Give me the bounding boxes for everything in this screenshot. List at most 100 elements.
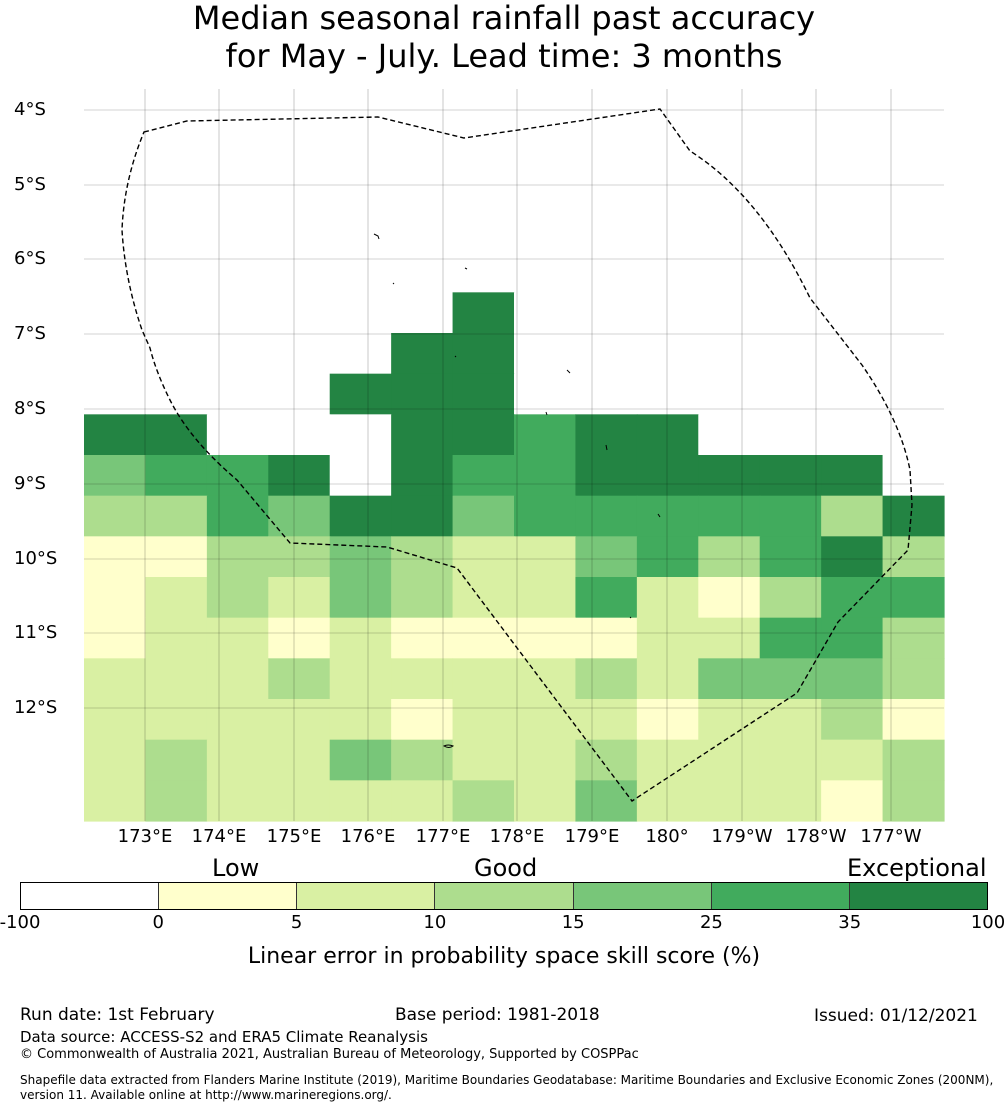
grid-cell: [206, 617, 269, 659]
grid-cell: [698, 292, 761, 334]
colorbar-tick-label: 25: [699, 912, 723, 933]
grid-cell: [206, 658, 269, 700]
colorbar-tick-label: 15: [561, 912, 585, 933]
grid-cell: [821, 780, 884, 822]
grid-cell: [575, 251, 638, 293]
grid-cell: [145, 536, 208, 578]
grid-cell: [206, 699, 269, 741]
grid-cell: [84, 536, 147, 578]
grid-cell: [514, 170, 577, 212]
grid-cell: [452, 617, 515, 659]
grid-cell: [698, 89, 761, 131]
grid-cell: [759, 780, 822, 822]
grid-cell: [821, 495, 884, 537]
grid-cell: [636, 211, 699, 253]
grid-cell: [882, 617, 945, 659]
grid-cell: [329, 495, 392, 537]
grid-cell: [329, 170, 392, 212]
longitude-label: 178°E: [489, 826, 545, 847]
grid-cell: [514, 292, 577, 334]
grid-cell: [84, 251, 147, 293]
grid-cell: [882, 89, 945, 131]
grid-cell: [391, 780, 454, 822]
grid-cell: [759, 699, 822, 741]
grid-cell: [452, 780, 515, 822]
grid-cell: [391, 170, 454, 212]
grid-cell: [391, 577, 454, 619]
grid-cell: [575, 89, 638, 131]
grid-cell: [821, 699, 884, 741]
grid-cell: [882, 251, 945, 293]
grid-cell: [821, 373, 884, 415]
grid-cell: [329, 699, 392, 741]
grid-cell: [84, 292, 147, 334]
grid-cell: [145, 699, 208, 741]
grid-cell: [84, 495, 147, 537]
grid-cell: [84, 89, 147, 131]
grid-cell: [206, 495, 269, 537]
grid-cell: [575, 170, 638, 212]
grid-cell: [636, 699, 699, 741]
grid-cell: [329, 89, 392, 131]
colorbar-segment: [849, 883, 987, 909]
grid-cell: [821, 577, 884, 619]
grid-cell: [452, 577, 515, 619]
grid-cell: [206, 536, 269, 578]
grid-cell: [268, 170, 331, 212]
colorbar-tick-label: 0: [152, 912, 164, 933]
grid-cell: [759, 739, 822, 781]
grid-cell: [268, 495, 331, 537]
grid-cell: [329, 617, 392, 659]
grid-cell: [514, 129, 577, 171]
grid-cell: [882, 699, 945, 741]
grid-cell: [514, 373, 577, 415]
grid-cell: [575, 495, 638, 537]
grid-cell: [759, 89, 822, 131]
grid-cell: [759, 129, 822, 171]
grid-cell: [391, 373, 454, 415]
eez-boundary: [121, 108, 913, 802]
grid-cell: [821, 739, 884, 781]
longitude-label: 176°E: [340, 826, 396, 847]
grid-cell: [206, 780, 269, 822]
grid-cell: [84, 170, 147, 212]
grid-cell: [329, 211, 392, 253]
grid-cell: [759, 211, 822, 253]
grid-cell: [268, 251, 331, 293]
grid-cell: [514, 414, 577, 456]
grid-cell: [329, 577, 392, 619]
grid-cell: [84, 129, 147, 171]
longitude-label: 179°W: [711, 826, 773, 847]
colorbar-tick-label: 5: [290, 912, 303, 933]
grid-cell: [452, 170, 515, 212]
grid-cell: [759, 577, 822, 619]
grid-cell: [391, 292, 454, 334]
grid-cell: [821, 455, 884, 497]
grid-cell: [636, 577, 699, 619]
grid-cell: [759, 170, 822, 212]
grid-cell: [206, 89, 269, 131]
grid-cell: [206, 577, 269, 619]
grid-cell: [145, 292, 208, 334]
grid-cell: [759, 536, 822, 578]
colorbar-tick-label: 100: [970, 912, 1006, 933]
grid-cell: [206, 292, 269, 334]
grid-cell: [452, 129, 515, 171]
grid-cell: [514, 536, 577, 578]
longitude-label: 177°W: [860, 826, 922, 847]
grid-cell: [575, 211, 638, 253]
colorbar-segment: [435, 883, 574, 909]
grid-cell: [575, 739, 638, 781]
grid-cell: [452, 333, 515, 375]
colorbar-segment: [573, 883, 712, 909]
grid-cell: [821, 211, 884, 253]
grid-cell: [698, 699, 761, 741]
colorbar-segment: [159, 883, 298, 909]
legend-category-low: Low: [212, 854, 260, 882]
grid-cell: [759, 292, 822, 334]
grid-cell: [636, 739, 699, 781]
islands: [373, 233, 661, 748]
grid-cell: [206, 414, 269, 456]
skill-grid: [84, 89, 945, 822]
grid-cell: [329, 658, 392, 700]
